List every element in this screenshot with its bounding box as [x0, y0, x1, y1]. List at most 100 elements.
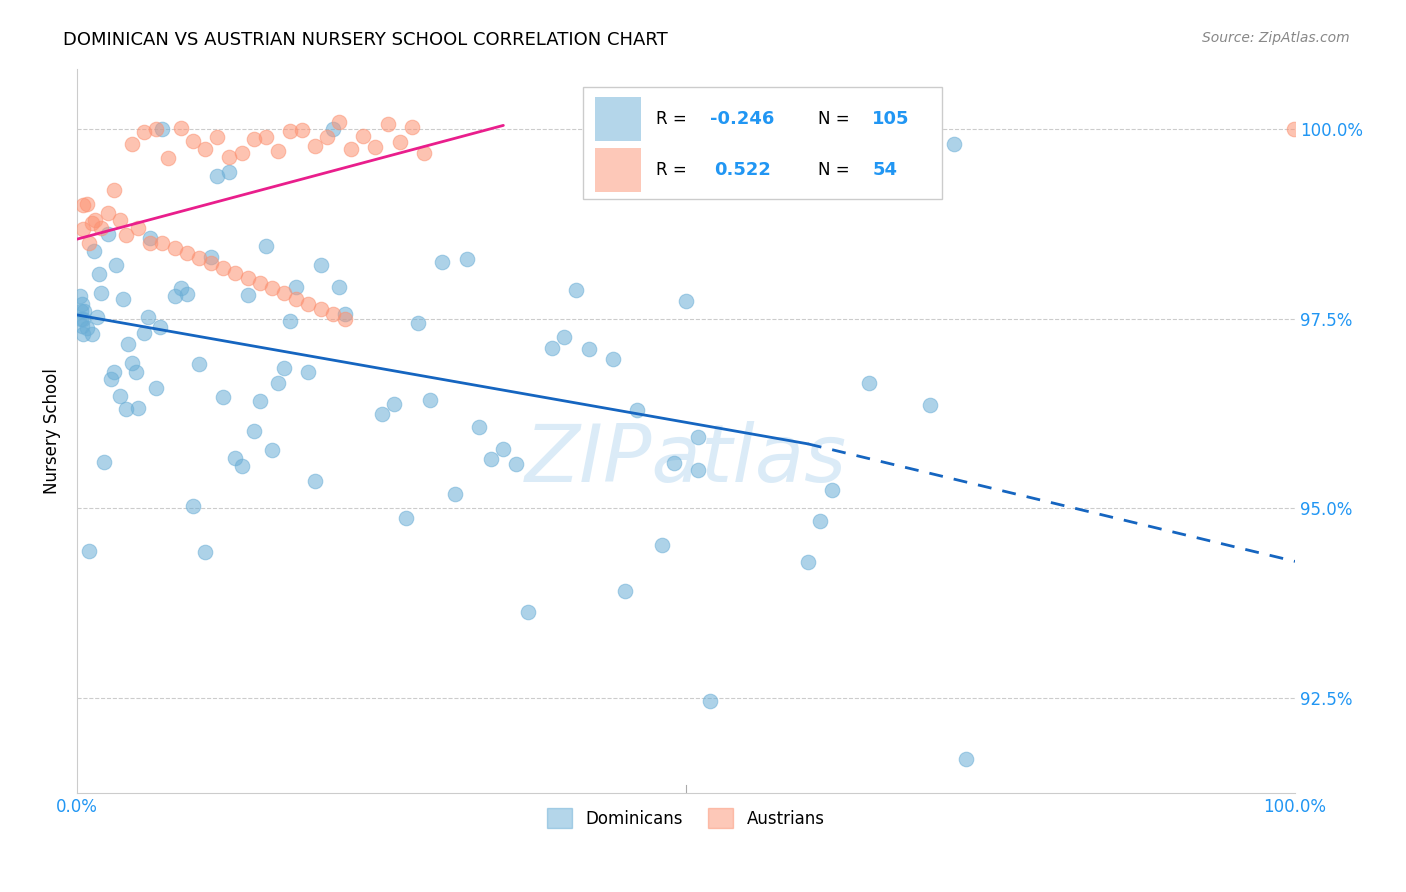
- Point: [242, 132, 264, 146]
- Point: [145, 380, 167, 394]
- Point: [249, 393, 271, 408]
- Point: [401, 120, 423, 134]
- Point: [114, 402, 136, 417]
- Point: [145, 121, 167, 136]
- Point: [83, 244, 105, 258]
- FancyBboxPatch shape: [595, 97, 641, 141]
- Point: [139, 235, 162, 250]
- Point: [108, 213, 131, 227]
- Point: [340, 141, 363, 155]
- Point: [699, 694, 721, 708]
- Point: [84, 213, 107, 227]
- Point: [72, 326, 94, 341]
- Point: [163, 241, 186, 255]
- Point: [297, 365, 319, 379]
- Point: [69, 311, 91, 326]
- Point: [479, 452, 502, 467]
- Point: [72, 311, 94, 326]
- Point: [132, 125, 155, 139]
- Point: [112, 292, 135, 306]
- Point: [333, 311, 356, 326]
- Point: [273, 286, 295, 301]
- Point: [224, 266, 246, 280]
- Point: [505, 457, 527, 471]
- Point: [565, 283, 588, 297]
- Text: R =: R =: [655, 161, 692, 179]
- Point: [231, 146, 253, 161]
- Point: [73, 304, 96, 318]
- Point: [114, 228, 136, 243]
- Point: [176, 246, 198, 260]
- Point: [80, 327, 103, 342]
- Point: [602, 351, 624, 366]
- Point: [315, 130, 337, 145]
- Y-axis label: Nursery School: Nursery School: [44, 368, 60, 493]
- Point: [285, 280, 308, 294]
- Point: [69, 289, 91, 303]
- Point: [242, 424, 264, 438]
- Point: [553, 330, 575, 344]
- Point: [76, 196, 98, 211]
- Point: [352, 128, 374, 143]
- Point: [278, 124, 301, 138]
- Point: [364, 140, 387, 154]
- Point: [90, 220, 112, 235]
- Point: [432, 255, 454, 269]
- Point: [297, 296, 319, 310]
- Point: [808, 514, 831, 528]
- Point: [139, 231, 162, 245]
- Point: [90, 286, 112, 301]
- Text: 0.522: 0.522: [714, 161, 770, 179]
- Point: [187, 357, 209, 371]
- Point: [72, 198, 94, 212]
- Point: [304, 474, 326, 488]
- Point: [516, 605, 538, 619]
- Point: [181, 135, 204, 149]
- Point: [187, 251, 209, 265]
- Point: [260, 443, 283, 458]
- Text: -0.246: -0.246: [710, 111, 775, 128]
- Point: [382, 397, 405, 411]
- Point: [86, 310, 108, 324]
- Point: [821, 483, 844, 497]
- Point: [309, 258, 332, 272]
- Text: 54: 54: [872, 161, 897, 179]
- Point: [328, 280, 350, 294]
- Point: [124, 365, 146, 379]
- Point: [413, 145, 436, 160]
- Point: [218, 165, 240, 179]
- Point: [205, 169, 228, 183]
- Point: [388, 135, 411, 149]
- Point: [626, 403, 648, 417]
- Legend: Dominicans, Austrians: Dominicans, Austrians: [541, 801, 831, 835]
- Point: [205, 130, 228, 145]
- Point: [149, 319, 172, 334]
- Point: [105, 258, 128, 272]
- Point: [395, 511, 418, 525]
- Point: [322, 122, 344, 136]
- Point: [77, 235, 100, 250]
- Point: [163, 289, 186, 303]
- Point: [157, 152, 180, 166]
- Point: [169, 281, 191, 295]
- Text: ZIPatlas: ZIPatlas: [524, 420, 848, 499]
- Point: [218, 150, 240, 164]
- Point: [328, 115, 350, 129]
- Point: [249, 277, 271, 291]
- Point: [267, 144, 290, 158]
- Point: [419, 392, 441, 407]
- Point: [70, 319, 93, 334]
- Point: [377, 118, 399, 132]
- Point: [224, 450, 246, 465]
- Point: [200, 256, 222, 270]
- Point: [304, 139, 326, 153]
- Point: [103, 365, 125, 379]
- Point: [127, 220, 149, 235]
- Point: [254, 239, 277, 253]
- Point: [150, 235, 173, 250]
- Point: [72, 221, 94, 235]
- Point: [285, 292, 308, 306]
- Text: Source: ZipAtlas.com: Source: ZipAtlas.com: [1202, 31, 1350, 45]
- Point: [87, 268, 110, 282]
- Point: [858, 376, 880, 390]
